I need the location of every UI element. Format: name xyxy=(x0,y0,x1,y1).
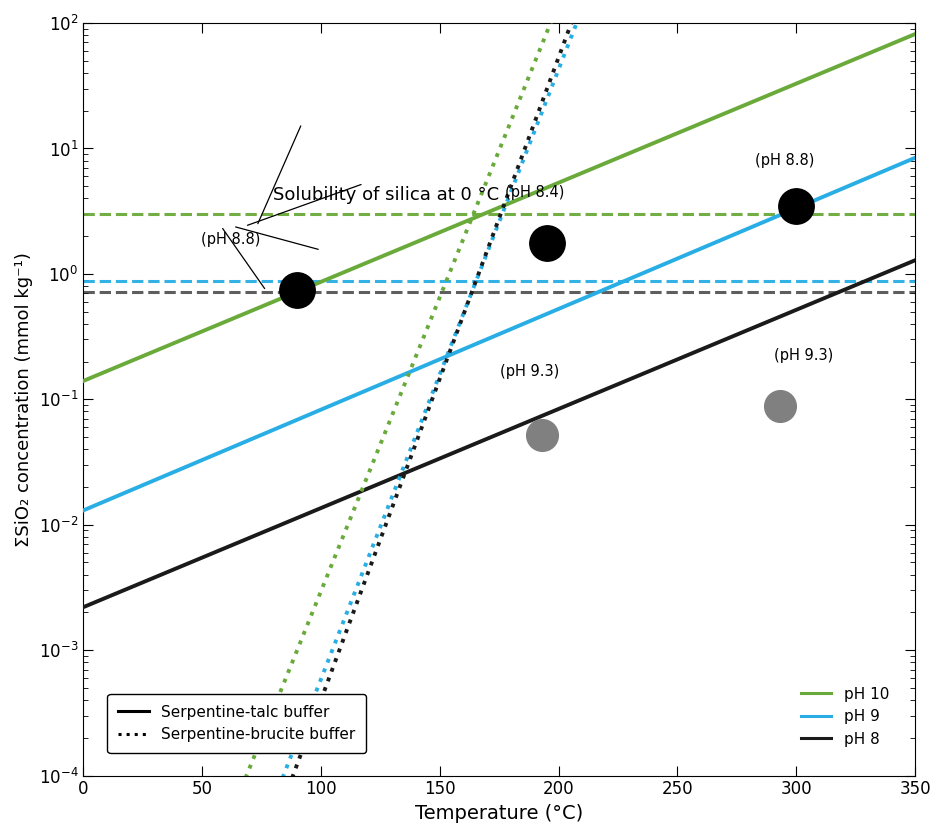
Text: Solubility of silica at 0 °C: Solubility of silica at 0 °C xyxy=(273,186,499,204)
Text: (pH 8.8): (pH 8.8) xyxy=(201,231,260,246)
Text: (pH 9.3): (pH 9.3) xyxy=(500,364,560,379)
Point xyxy=(539,236,554,250)
Point xyxy=(789,199,804,212)
Text: (pH 8.8): (pH 8.8) xyxy=(755,153,815,168)
Y-axis label: ΣSiO₂ concentration (mmol kg⁻¹): ΣSiO₂ concentration (mmol kg⁻¹) xyxy=(15,252,33,546)
Text: (pH 9.3): (pH 9.3) xyxy=(774,349,833,364)
X-axis label: Temperature (°C): Temperature (°C) xyxy=(415,804,584,823)
Legend: pH 10, pH 9, pH 8: pH 10, pH 9, pH 8 xyxy=(795,680,895,753)
Point xyxy=(772,400,787,413)
Point xyxy=(289,283,305,297)
Point xyxy=(534,428,550,442)
Text: (pH 8.4): (pH 8.4) xyxy=(505,185,565,200)
